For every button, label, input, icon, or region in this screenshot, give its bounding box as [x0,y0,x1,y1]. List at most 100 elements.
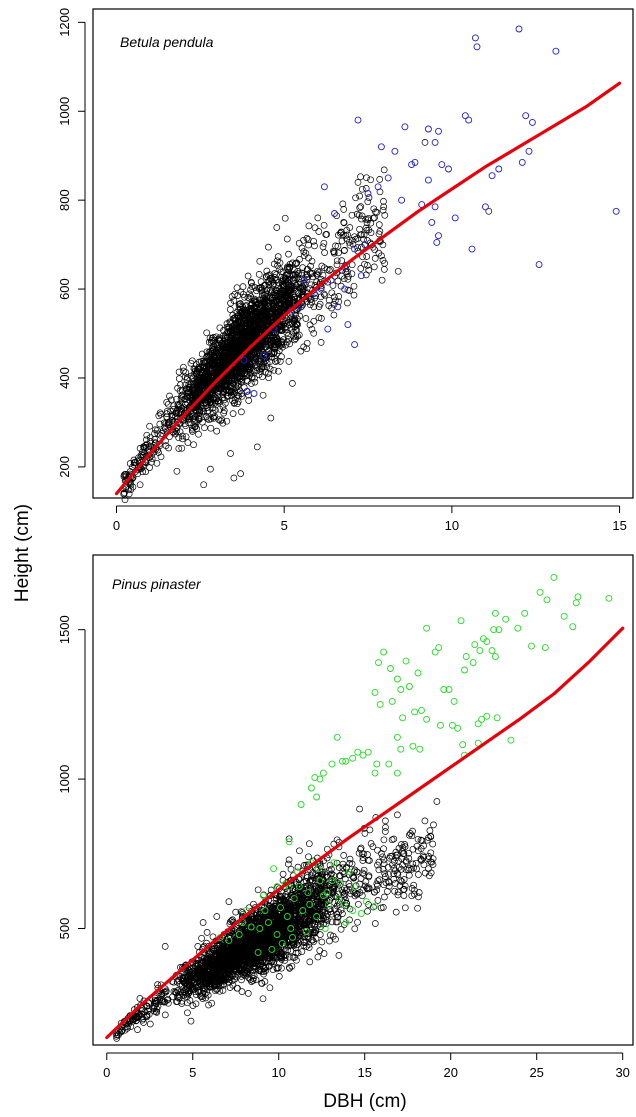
observed-point [322,231,330,238]
observed-point [353,210,361,218]
observed-point [273,289,281,297]
highlight-point [384,174,392,182]
observed-point [272,276,280,284]
highlight-point [552,47,560,55]
observed-point [211,399,219,407]
highlight-point [320,183,328,191]
highlight-point [431,138,439,146]
observed-point [175,434,183,442]
observed-point [330,311,338,319]
observed-point [190,378,197,385]
observed-point [394,267,402,275]
observed-point [247,370,255,378]
observed-point [138,451,145,459]
observed-point [146,422,153,430]
highlight-point [468,245,476,253]
highlight-point [374,183,382,191]
observed-point [317,339,325,346]
observed-point [226,306,234,313]
observed-point [338,272,346,280]
plot-frame [92,8,634,499]
observed-point [239,291,247,298]
observed-points [112,798,441,1042]
observed-point [158,430,166,437]
observed-point [379,206,387,214]
observed-point [363,174,370,182]
observed-point [310,317,318,325]
observed-point [258,351,266,358]
observed-point [195,363,203,371]
observed-point [140,443,147,451]
observed-point [182,369,190,376]
observed-point [364,262,371,269]
observed-point [295,239,303,247]
observed-point [175,368,183,376]
observed-point [294,332,301,340]
highlight-point [435,232,442,240]
observed-point [380,845,387,853]
observed-point [245,294,253,302]
observed-point [306,321,314,329]
observed-point [303,234,311,242]
highlight-point [250,390,258,397]
observed-point [351,925,359,933]
observed-point [297,347,305,355]
observed-point [334,242,342,250]
observed-point [194,374,201,382]
highlight-point [433,238,441,246]
observed-point [279,870,287,878]
observed-point [286,340,293,348]
observed-point [284,335,292,343]
observed-point [163,398,171,406]
observed-point [356,204,364,212]
highlight-point [612,207,620,215]
observed-point [367,176,374,184]
observed-point [255,271,263,278]
observed-point [356,192,363,200]
observed-point [147,438,154,445]
observed-point [146,1020,154,1028]
observed-point [315,314,323,322]
observed-point [320,950,328,957]
observed-point [331,293,338,301]
observed-point [238,308,246,315]
observed-point [200,481,208,489]
observed-point [237,470,244,477]
observed-point [355,900,362,908]
observed-point [381,211,389,219]
observed-point [320,239,328,247]
observed-point [430,821,437,829]
observed-point [160,419,168,427]
plot-frame [92,554,634,1046]
observed-point [275,973,283,980]
observed-point [130,459,138,466]
observed-point [179,432,186,440]
observed-point [335,249,342,257]
observed-point [300,248,308,255]
observed-point [348,237,356,244]
observed-point [239,283,247,290]
observed-point [307,281,315,289]
highlight-point [243,387,251,395]
observed-point [210,342,218,350]
observed-point [146,434,154,442]
observed-point [350,282,358,290]
observed-point [273,271,280,278]
highlight-point [344,321,352,329]
observed-point [227,391,235,399]
highlight-point [445,165,452,173]
observed-point [289,380,296,387]
observed-point [263,273,271,281]
observed-point [257,368,265,375]
observed-point [354,918,361,926]
observed-point [305,853,312,861]
observed-point [429,840,437,848]
observed-point [270,280,278,287]
observed-point [195,412,203,420]
observed-point [236,324,243,332]
observed-point [267,279,275,287]
observed-point [220,407,228,415]
observed-point [281,324,289,332]
